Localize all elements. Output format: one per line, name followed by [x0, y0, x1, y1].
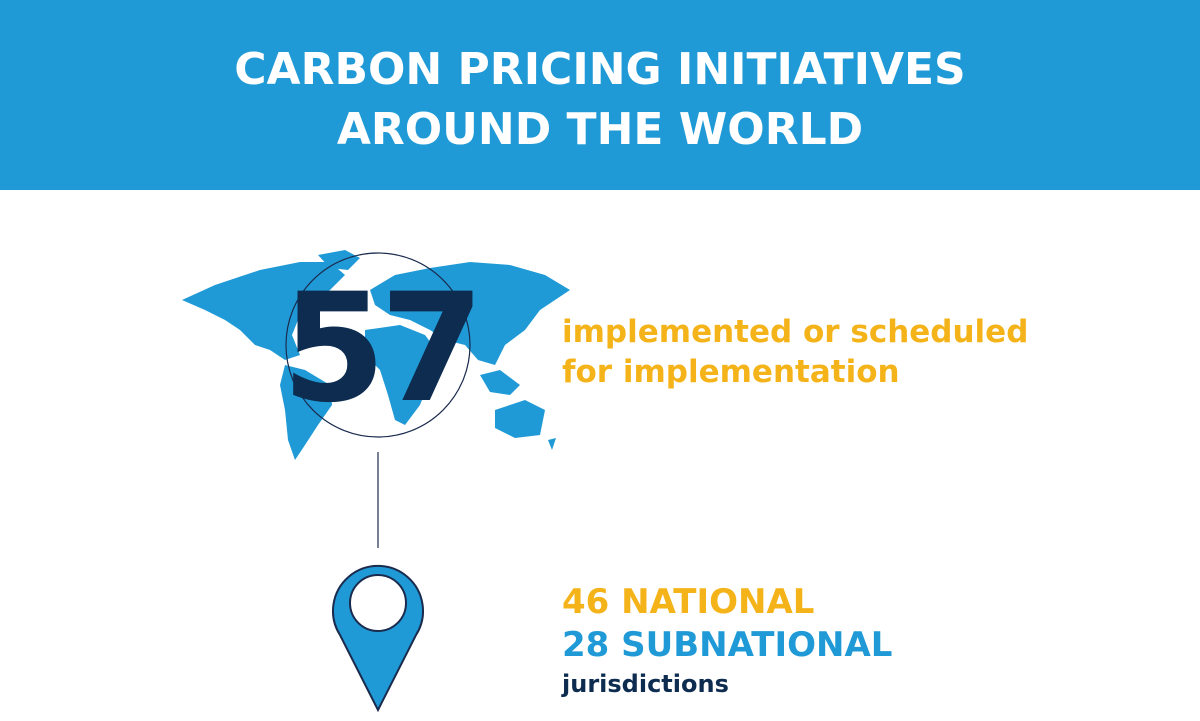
national-count: 46 NATIONAL [562, 582, 814, 622]
big-number: 57 [282, 262, 479, 436]
title-line: AROUND THE WORLD [337, 104, 863, 155]
highlight-text: implemented or scheduled [562, 314, 1028, 350]
unit-label: jurisdictions [561, 670, 729, 698]
title-line: CARBON PRICING INITIATIVES [234, 44, 966, 95]
subnational-count: 28 SUBNATIONAL [562, 625, 892, 665]
highlight-text: for implementation [562, 354, 900, 390]
world-map [182, 250, 570, 460]
header-band [0, 0, 1200, 190]
highlight-ring [285, 252, 471, 438]
pin-hole [349, 574, 407, 632]
